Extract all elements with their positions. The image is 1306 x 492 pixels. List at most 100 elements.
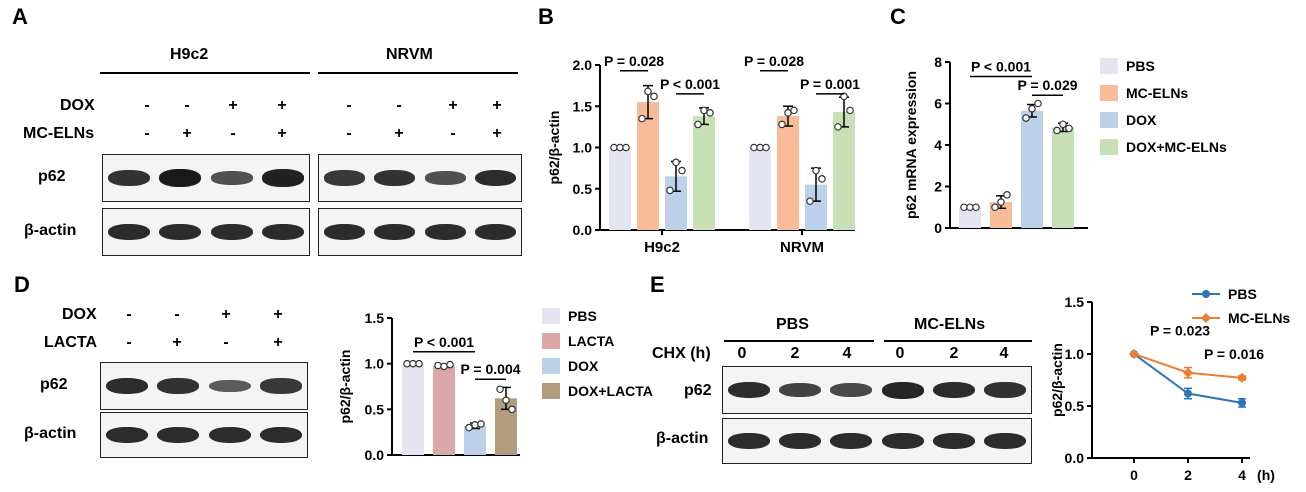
western-blot-actin-lacta bbox=[100, 412, 308, 458]
data-point bbox=[1034, 99, 1042, 108]
sign: + bbox=[492, 97, 502, 114]
x-axis-label: (h) bbox=[1257, 467, 1275, 483]
sign: - bbox=[396, 97, 402, 114]
bar bbox=[833, 112, 855, 230]
time-label: 0 bbox=[737, 345, 747, 362]
legend-label: LACTA bbox=[568, 333, 614, 349]
data-point bbox=[622, 143, 630, 152]
sign: + bbox=[273, 334, 283, 351]
data-point bbox=[806, 197, 814, 205]
x-tick-label: 4 bbox=[1238, 467, 1246, 483]
blot-band bbox=[984, 432, 1027, 450]
row-label-mc-elns: MC-ELNs bbox=[23, 125, 95, 142]
blot-label-p62: p62 bbox=[684, 382, 712, 399]
row-label-dox: DOX bbox=[60, 97, 95, 114]
chart-b-p62-bar: 0.0 0.5 1.0 1.5 2.0 p62/β-actin H9c2 NRVM P = 0.… bbox=[546, 53, 860, 256]
blot-band bbox=[984, 382, 1027, 398]
panel-label-b: B bbox=[538, 4, 554, 29]
sign: + bbox=[277, 125, 287, 142]
sign: + bbox=[448, 97, 458, 114]
blot-band bbox=[778, 382, 822, 398]
y-tick-label: 0.0 bbox=[573, 222, 593, 238]
p-value-label: P = 0.029 bbox=[1017, 77, 1077, 93]
p-value-label: P = 0.001 bbox=[800, 76, 860, 92]
sign: - bbox=[346, 125, 352, 142]
data-point bbox=[477, 420, 485, 428]
legend-swatch bbox=[542, 308, 560, 324]
x-tick-label: H9c2 bbox=[644, 239, 680, 256]
group-underline-mc-elns bbox=[884, 340, 1032, 342]
blot-label-p62: p62 bbox=[38, 168, 66, 185]
sign: - bbox=[126, 306, 132, 323]
data-point bbox=[415, 359, 423, 368]
chart-d-lacta-bar: 0.0 0.5 1.0 1.5 p62/β-actin P < 0.001 P = 0.00… bbox=[337, 308, 653, 463]
data-point bbox=[706, 109, 714, 117]
sign: + bbox=[221, 306, 231, 323]
sign: - bbox=[144, 125, 150, 142]
data-point bbox=[638, 114, 646, 123]
blot-band bbox=[159, 169, 202, 187]
y-tick-label: 6 bbox=[934, 96, 942, 112]
data-point bbox=[1183, 367, 1193, 378]
data-point bbox=[666, 186, 674, 195]
sign: - bbox=[174, 306, 180, 323]
western-blot-actin-chx bbox=[722, 418, 1032, 464]
x-tick-label: NRVM bbox=[780, 239, 824, 256]
y-axis-label: p62/β-actin bbox=[1049, 343, 1065, 417]
bar bbox=[609, 147, 631, 230]
blot-label-actin: β-actin bbox=[656, 430, 709, 447]
blot-band bbox=[262, 223, 305, 241]
x-tick-label: 0 bbox=[1130, 467, 1138, 483]
blot-band bbox=[881, 432, 924, 450]
data-point bbox=[997, 198, 1005, 206]
y-tick-label: 4 bbox=[934, 137, 942, 153]
data-point bbox=[1065, 124, 1073, 133]
data-point bbox=[790, 106, 798, 115]
legend-swatch bbox=[1100, 85, 1118, 101]
row-label-dox: DOX bbox=[62, 306, 97, 323]
sign: + bbox=[182, 125, 192, 142]
y-tick-label: 1.0 bbox=[365, 356, 385, 372]
sign: + bbox=[394, 125, 404, 142]
data-point bbox=[1053, 126, 1061, 135]
data-point bbox=[818, 175, 826, 183]
blot-band bbox=[210, 223, 253, 241]
time-label: 0 bbox=[895, 345, 905, 362]
data-point bbox=[1028, 104, 1036, 113]
data-point bbox=[1003, 191, 1011, 199]
data-point bbox=[834, 123, 842, 131]
legend-swatch bbox=[542, 333, 560, 349]
bar bbox=[777, 116, 799, 230]
blot-band bbox=[260, 426, 303, 444]
blot-band bbox=[107, 223, 150, 241]
legend-label: PBS bbox=[1228, 286, 1257, 302]
legend-label: MC-ELNs bbox=[1126, 85, 1188, 101]
blot-band bbox=[475, 169, 517, 187]
y-tick-label: 1.0 bbox=[1065, 346, 1085, 362]
western-blot-p62-nrvm bbox=[318, 154, 522, 202]
time-label: 4 bbox=[842, 345, 852, 362]
group-label-mc-elns: MC-ELNs bbox=[914, 316, 986, 333]
y-axis-label: p62 mRNA expression bbox=[903, 71, 919, 219]
p-value-label: P < 0.001 bbox=[660, 76, 720, 92]
data-point bbox=[1238, 398, 1246, 407]
data-point bbox=[812, 166, 820, 175]
y-tick-label: 1.0 bbox=[573, 140, 593, 156]
legend-marker bbox=[1201, 313, 1211, 323]
bar bbox=[637, 102, 659, 230]
bar bbox=[959, 207, 981, 228]
data-point bbox=[678, 166, 686, 175]
data-point bbox=[991, 203, 999, 212]
p-value-label: P = 0.028 bbox=[744, 53, 804, 69]
bar bbox=[433, 365, 455, 455]
bar bbox=[1052, 127, 1074, 228]
panel-label-c: C bbox=[890, 4, 906, 29]
western-blot-p62-h9c2 bbox=[102, 154, 310, 202]
p-value-label: P = 0.028 bbox=[604, 53, 664, 69]
data-point bbox=[650, 92, 658, 101]
blot-band bbox=[727, 432, 770, 450]
blot-band bbox=[475, 223, 517, 241]
y-axis-label: p62/β-actin bbox=[337, 350, 353, 424]
time-label: 4 bbox=[999, 345, 1009, 362]
blot-band bbox=[105, 377, 148, 395]
